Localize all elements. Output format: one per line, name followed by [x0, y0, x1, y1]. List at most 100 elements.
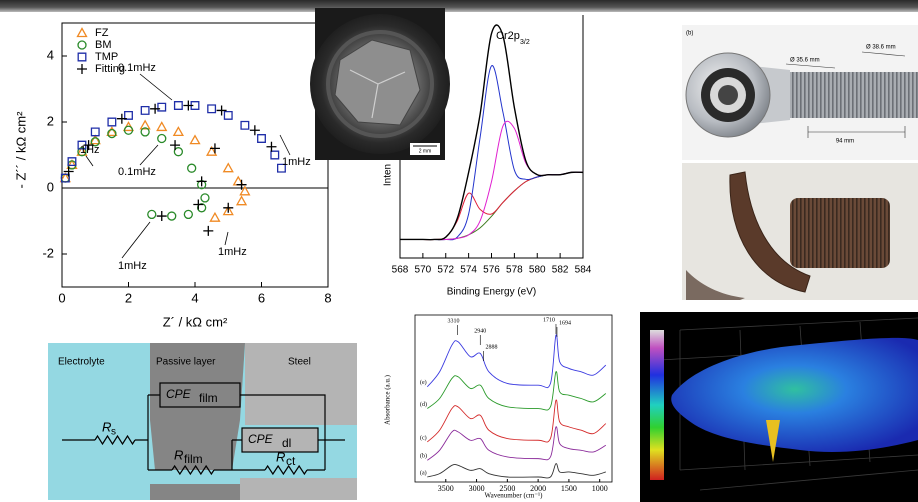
spectrum-curve	[399, 24, 584, 241]
region-label: Electrolyte	[58, 357, 105, 368]
broken-fragment	[686, 270, 745, 300]
series-label: (c)	[420, 434, 427, 441]
annotation-leader	[224, 231, 229, 246]
x-tick-label: 4	[191, 290, 198, 305]
data-point	[77, 140, 87, 150]
y-tick-label: -2	[42, 245, 54, 260]
legend-marker	[76, 27, 88, 38]
circuit-label-sub: dl	[282, 436, 291, 450]
data-point	[239, 185, 251, 196]
plot-frame	[414, 314, 613, 483]
data-point	[196, 203, 207, 213]
data-point	[150, 103, 161, 114]
data-point	[107, 117, 117, 127]
data-point	[183, 209, 194, 220]
peak-label: 2940	[474, 328, 486, 334]
data-point	[77, 147, 87, 157]
data-point	[216, 105, 227, 116]
circuit-label-sub: s	[111, 427, 116, 438]
fracture-ring	[326, 30, 434, 138]
data-point	[63, 166, 74, 177]
cpe-dl-box	[241, 427, 319, 453]
broken-thread	[790, 198, 890, 268]
x-tick-label: 3000	[469, 484, 485, 493]
data-point	[90, 137, 100, 147]
region-label: Steel	[288, 357, 311, 368]
data-point	[139, 119, 151, 130]
broken-eye	[729, 171, 811, 293]
x-tick-label: 1000	[592, 484, 608, 493]
x-axis-label: Binding Energy (eV)	[447, 287, 537, 298]
legend-label: BM	[95, 39, 112, 51]
data-point	[157, 133, 167, 144]
data-point	[116, 113, 127, 124]
annotation: 1mHz	[118, 260, 147, 272]
x-tick-label: 578	[506, 265, 523, 276]
x-tick-label: 3500	[438, 484, 454, 493]
data-point	[172, 126, 184, 137]
legend-marker	[77, 52, 87, 62]
fracture-crack	[349, 69, 406, 119]
x-tick-label: 8	[324, 290, 331, 305]
data-point	[123, 125, 134, 135]
data-point	[240, 120, 250, 130]
cpe-film-box	[159, 382, 241, 408]
x-tick-label: 2000	[530, 484, 546, 493]
data-point	[183, 100, 194, 111]
data-point	[223, 202, 234, 213]
data-point	[106, 126, 118, 137]
circuit-label: R	[102, 419, 111, 434]
x-tick-label: 0	[58, 290, 65, 305]
annotation: 1Hz	[80, 144, 100, 156]
data-point	[207, 104, 217, 114]
y-tick-label: 0	[47, 179, 54, 194]
data-point	[270, 150, 280, 160]
peak-label: 2888	[485, 344, 497, 350]
annotation: 0.1mHz	[118, 166, 156, 178]
rod-bore	[718, 85, 738, 105]
data-point	[206, 145, 218, 156]
data-point	[140, 106, 150, 115]
data-point	[124, 110, 133, 120]
circuit-label-sub: film	[199, 391, 218, 405]
top-bar	[0, 0, 918, 12]
dimension-label: Ø 35.6 mm	[790, 58, 820, 64]
peak-label: 1694	[559, 320, 571, 326]
steel-region	[245, 343, 357, 425]
circuit-label: R	[174, 447, 183, 462]
spectrum-curve	[427, 399, 607, 443]
plot-frame	[61, 22, 329, 288]
x-tick-label: 572	[437, 265, 454, 276]
data-point	[209, 211, 221, 222]
x-tick-label: 2500	[499, 484, 515, 493]
y-tick-label: 2	[47, 113, 54, 128]
legend-label: Fitting	[95, 63, 125, 75]
x-axis-label: Z´ / kΩ cm²	[163, 314, 228, 329]
annotation: 1mHz	[218, 246, 247, 258]
data-point	[236, 179, 247, 190]
data-point	[90, 127, 100, 137]
annotation: 0.1mHz	[118, 62, 156, 74]
data-point	[196, 176, 207, 187]
x-axis-label: Wavenumber (cm⁻¹)	[485, 492, 544, 500]
data-point	[209, 143, 220, 154]
dimension-line	[785, 51, 906, 138]
circuit-label-sub: ct	[286, 454, 296, 468]
series-label: (b)	[420, 453, 427, 460]
data-point	[200, 193, 210, 203]
data-point	[223, 110, 233, 120]
y-axis-label: Absorbance (a.u.)	[384, 374, 392, 425]
series-label: (d)	[420, 401, 427, 408]
data-point	[140, 127, 150, 137]
spectrum-curve	[426, 334, 607, 389]
peak-label: Cr2p	[496, 30, 520, 42]
resistor-rfilm	[171, 464, 215, 476]
dimension-label: 94 mm	[836, 139, 854, 145]
data-point	[190, 101, 200, 110]
x-tick-label: 6	[258, 290, 265, 305]
circuit-label: CPE	[248, 432, 274, 446]
annotation: 1mHz	[282, 156, 311, 168]
circuit-label: CPE	[166, 387, 192, 401]
